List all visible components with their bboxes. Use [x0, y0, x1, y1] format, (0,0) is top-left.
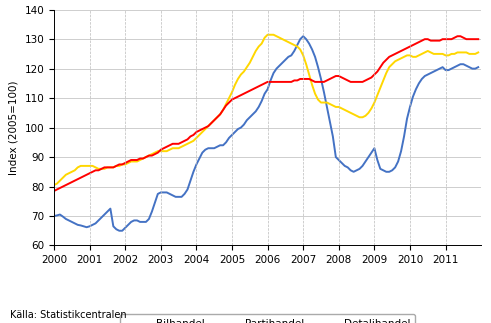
Text: Källa: Statistikcentralen: Källa: Statistikcentralen — [10, 310, 127, 320]
Partihandel — [401, 55, 407, 59]
Bilhandel — [359, 164, 365, 168]
Partihandel — [356, 115, 362, 119]
Line: Partihandel: Partihandel — [54, 35, 478, 185]
Detaljhandel — [354, 80, 359, 84]
Detaljhandel — [398, 49, 404, 53]
Partihandel — [475, 50, 481, 54]
Bilhandel — [116, 229, 122, 233]
Detaljhandel — [475, 37, 481, 41]
Partihandel — [51, 183, 57, 187]
Detaljhandel — [81, 174, 86, 178]
Partihandel — [395, 58, 401, 62]
Bilhandel — [113, 227, 119, 231]
Detaljhandel — [182, 139, 188, 143]
Line: Bilhandel: Bilhandel — [54, 36, 478, 231]
Bilhandel — [185, 188, 191, 192]
Detaljhandel — [113, 164, 119, 168]
Partihandel — [113, 164, 119, 168]
Line: Detaljhandel: Detaljhandel — [54, 36, 478, 191]
Bilhandel — [475, 65, 481, 69]
Partihandel — [265, 33, 271, 37]
Bilhandel — [51, 214, 57, 218]
Detaljhandel — [392, 52, 398, 56]
Detaljhandel — [51, 189, 57, 193]
Detaljhandel — [455, 34, 461, 38]
Y-axis label: Index (2005=100): Index (2005=100) — [9, 80, 19, 175]
Bilhandel — [81, 224, 86, 228]
Partihandel — [182, 143, 188, 147]
Partihandel — [81, 164, 86, 168]
Bilhandel — [404, 117, 410, 121]
Bilhandel — [398, 149, 404, 153]
Legend: Bilhandel, Partihandel, Detaljhandel: Bilhandel, Partihandel, Detaljhandel — [120, 314, 415, 323]
Bilhandel — [300, 34, 306, 38]
